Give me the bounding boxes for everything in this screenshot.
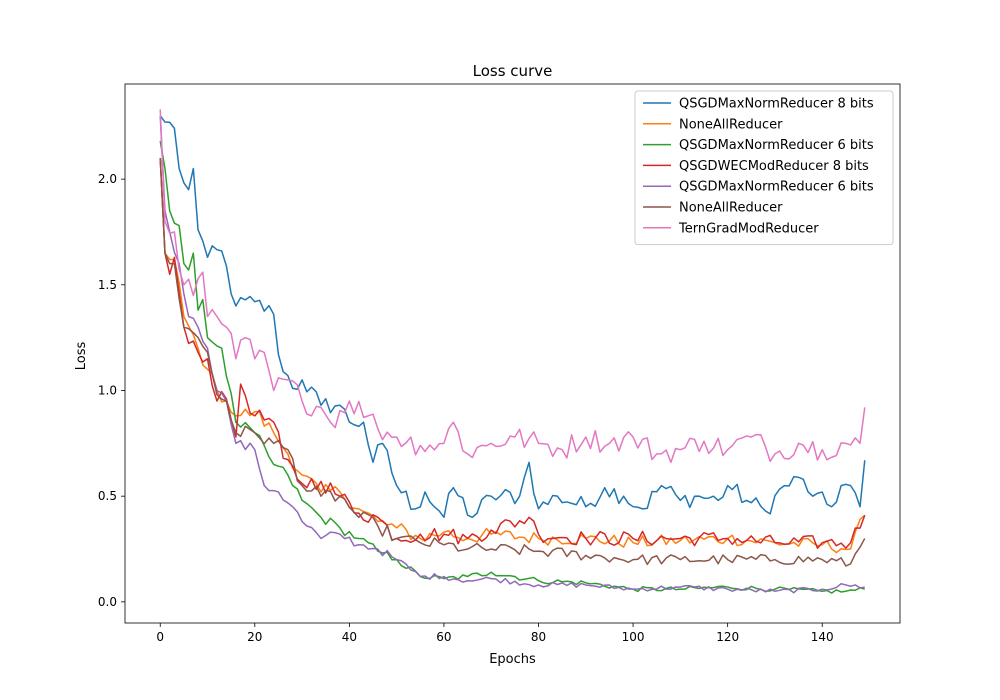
x-tick-label: 120 [716, 630, 739, 644]
axes-frame [124, 83, 901, 624]
series-line-6 [159, 157, 866, 567]
y-tick-label: 2.0 [98, 172, 117, 186]
series-line-1 [159, 115, 866, 519]
series-line-7 [159, 109, 866, 464]
chart-title: Loss curve [473, 62, 553, 80]
x-tick-label: 20 [247, 630, 262, 644]
x-tick-label: 100 [622, 630, 645, 644]
axes: 0 20 40 60 80 100 120 140 0.0 0.5 1.0 1.5 2.0 [98, 83, 901, 644]
plot-area [159, 109, 866, 594]
y-tick-label: 1.0 [98, 383, 117, 397]
legend: QSGDMaxNormReducer 8 bits NoneAllReducer Q… [634, 90, 894, 246]
x-tick-label: 80 [531, 630, 546, 644]
y-tick-label: 0.0 [98, 595, 117, 609]
x-tick-label: 0 [156, 630, 164, 644]
x-tick-label: 60 [436, 630, 451, 644]
legend-label: QSGDWECModReducer 8 bits [679, 159, 869, 174]
legend-label: QSGDMaxNormReducer 6 bits [679, 180, 874, 195]
legend-label: NoneAllReducer [679, 117, 783, 132]
series-line-4 [159, 157, 866, 549]
series-lines [159, 109, 866, 594]
y-tick-label: 0.5 [98, 489, 117, 503]
legend-label: TernGradModReducer [678, 221, 819, 236]
series-line-5 [159, 115, 865, 594]
legend-box [634, 90, 894, 246]
x-tick-label: 140 [811, 630, 834, 644]
x-axis-label: Epochs [489, 652, 536, 667]
legend-label: NoneAllReducer [679, 201, 783, 216]
y-tick-label: 1.5 [98, 278, 117, 292]
y-axis-label: Loss [74, 342, 89, 371]
x-tick-label: 40 [342, 630, 357, 644]
legend-label: QSGDMaxNormReducer 6 bits [679, 138, 874, 153]
legend-label: QSGDMaxNormReducer 8 bits [679, 97, 874, 112]
